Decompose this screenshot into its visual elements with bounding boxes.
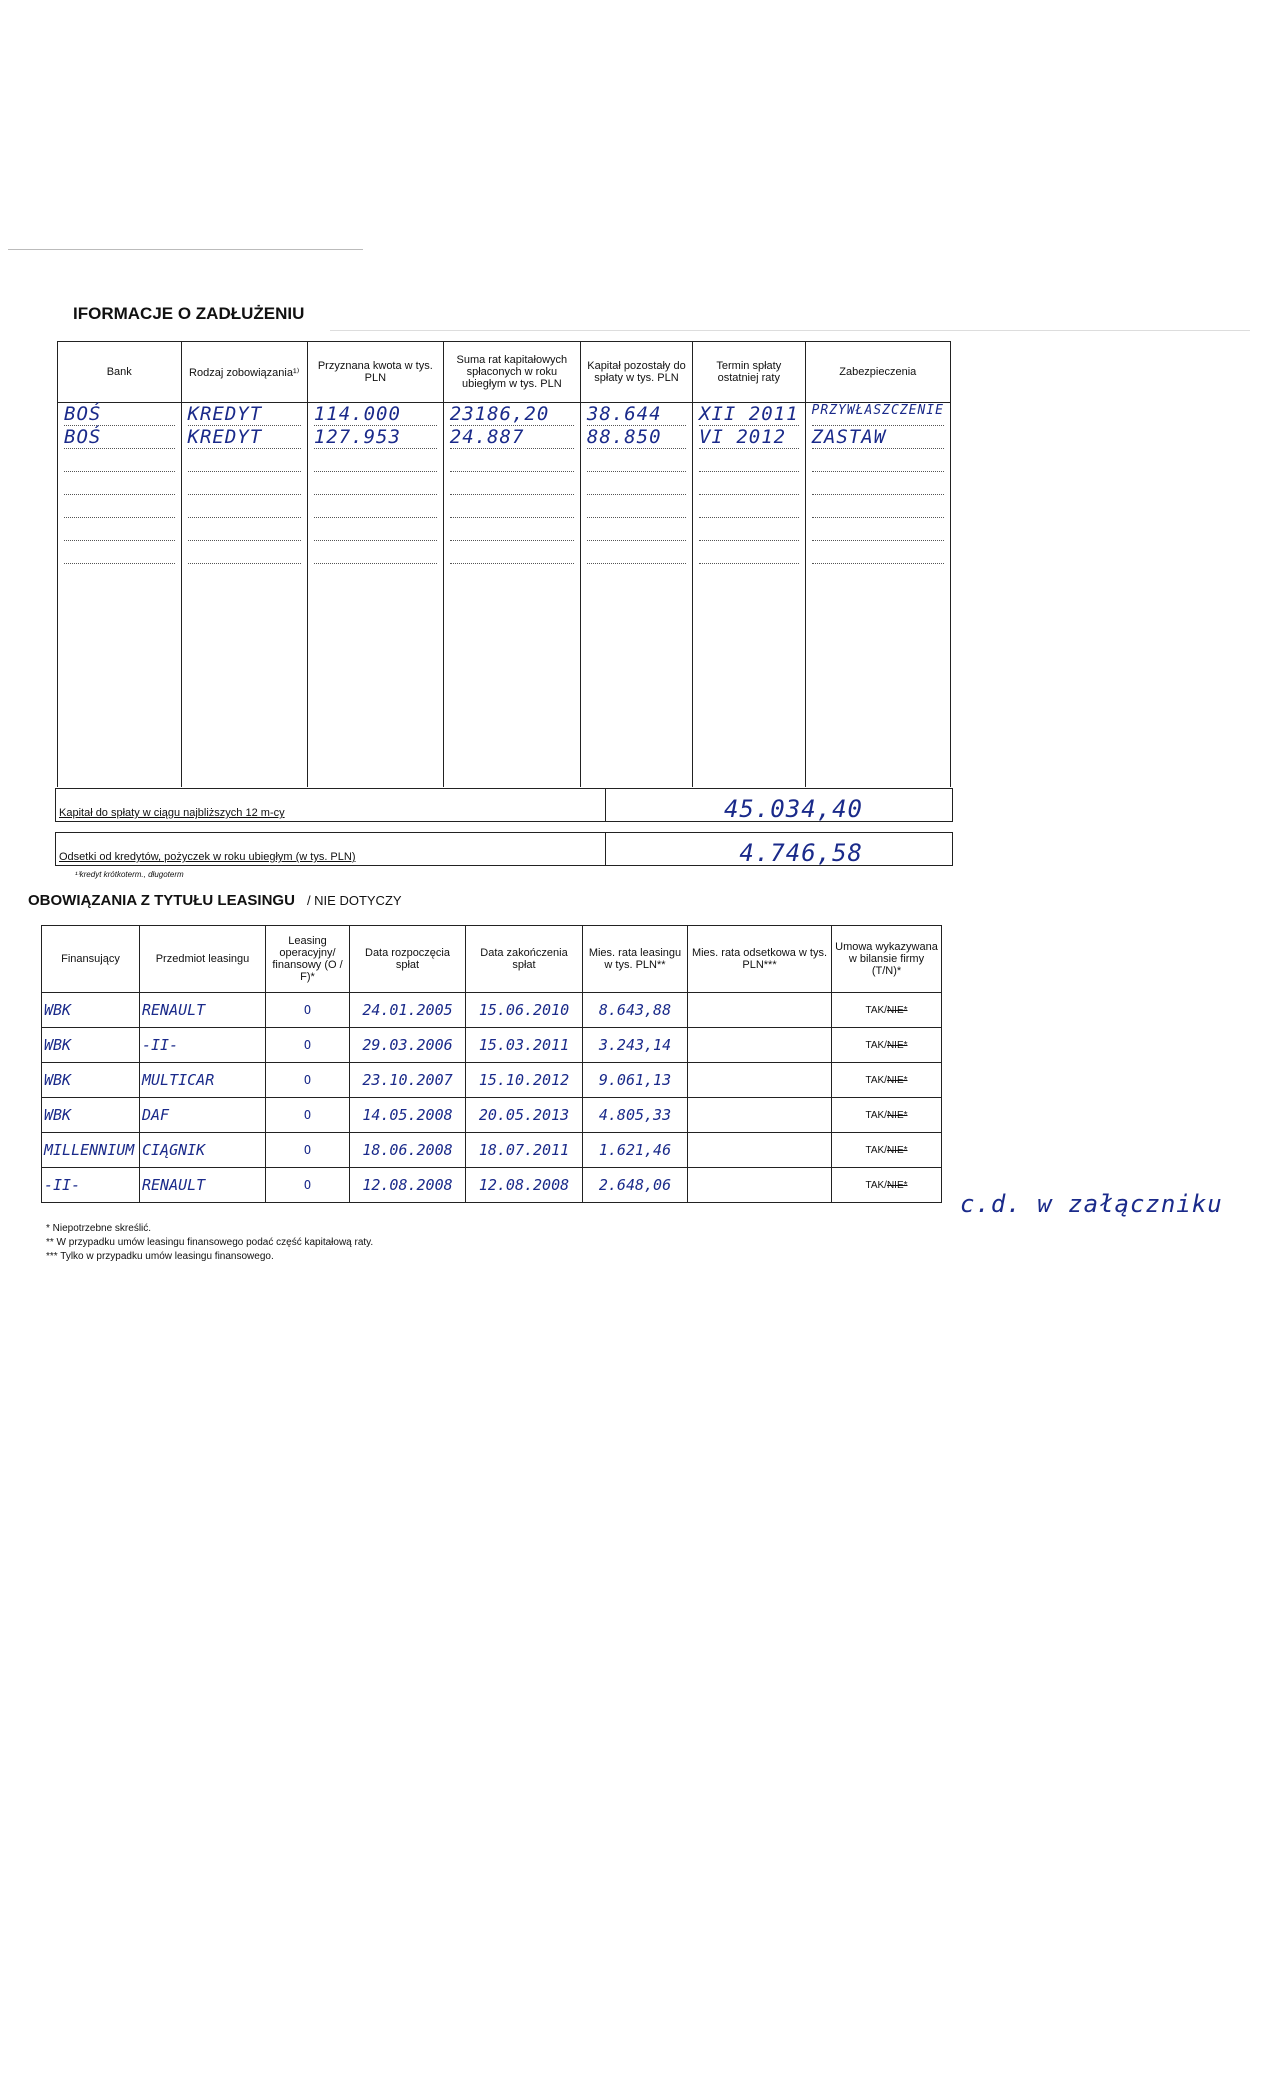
- column-header: Mies. rata leasingu w tys. PLN**: [582, 925, 688, 993]
- installment-cell: 1.621,46: [582, 1132, 688, 1168]
- column-header: Suma rat kapitałowych spłaconych w roku …: [442, 341, 581, 403]
- term-cell: XII 2011 VI 2012: [692, 402, 806, 787]
- interest-value: 4.746,58: [739, 839, 863, 867]
- column-header: Data rozpoczęcia spłat: [349, 925, 466, 993]
- end-date-cell: 18.07.2011: [465, 1132, 583, 1168]
- lessor-cell: MILLENNIUM: [41, 1132, 140, 1168]
- table-row: WBK DAF O 14.05.2008 20.05.2013 4.805,33 TAK/N…: [41, 1097, 942, 1133]
- not-applicable-label: / NIE DOTYCZY: [306, 893, 402, 908]
- lessor-cell: -II-: [41, 1167, 140, 1203]
- amount-cell: 114.000 127.953: [306, 402, 444, 787]
- subject-cell: -II-: [139, 1027, 266, 1063]
- start-date-cell: 12.08.2008: [349, 1167, 466, 1203]
- start-date-cell: 29.03.2006: [349, 1027, 466, 1063]
- capital-12m-row: Kapitał do spłaty w ciągu najbliższych 1…: [55, 788, 953, 823]
- column-header: Umowa wykazywana w bilansie firmy (T/N)*: [831, 925, 942, 993]
- footnote: *** Tylko w przypadku umów leasingu fina…: [46, 1251, 274, 1262]
- leasing-table: Finansujący Przedmiot leasingu Leasing o…: [41, 925, 942, 1203]
- subject-cell: CIĄGNIK: [139, 1132, 266, 1168]
- capital-12m-value: 45.034,40: [723, 795, 863, 823]
- footnotes: * Niepotrzebne skreślić. ** W przypadku …: [46, 1222, 373, 1264]
- bank-cell: BOŚ BOŚ: [57, 402, 182, 787]
- interest-cell: [687, 1167, 832, 1203]
- lessor-cell: WBK: [41, 1062, 140, 1098]
- column-header: Mies. rata odsetkowa w tys. PLN***: [687, 925, 832, 993]
- type-cell: KREDYT KREDYT: [180, 402, 308, 787]
- type-cell: O: [265, 1167, 350, 1203]
- column-header: Kapitał pozostały do spłaty w tys. PLN: [579, 341, 694, 403]
- start-date-cell: 23.10.2007: [349, 1062, 466, 1098]
- installment-cell: 8.643,88: [582, 992, 688, 1028]
- interest-cell: [687, 1097, 832, 1133]
- type-cell: O: [265, 1027, 350, 1063]
- balance-sheet-cell: TAK/NIE*: [831, 1132, 942, 1168]
- lessor-cell: WBK: [41, 1027, 140, 1063]
- interest-cell: [687, 992, 832, 1028]
- interest-cell: [687, 1027, 832, 1063]
- column-header: Zabezpieczenia: [804, 341, 952, 403]
- installment-cell: 2.648,06: [582, 1167, 688, 1203]
- balance-sheet-cell: TAK/NIE*: [831, 1097, 942, 1133]
- balance-sheet-cell: TAK/NIE*: [831, 1167, 942, 1203]
- lessor-cell: WBK: [41, 1097, 140, 1133]
- end-date-cell: 15.06.2010: [465, 992, 583, 1028]
- lessor-cell: WBK: [41, 992, 140, 1028]
- type-cell: O: [265, 1132, 350, 1168]
- balance-sheet-cell: TAK/NIE*: [831, 1062, 942, 1098]
- table-row: BOŚ BOŚ KREDYT KREDYT 114.000 127.953 23186…: [57, 402, 952, 787]
- column-header: Bank: [57, 341, 182, 403]
- table-header-row: Bank Rodzaj zobowiązania¹⁾ Przyznana kwo…: [57, 341, 952, 403]
- subject-cell: RENAULT: [139, 1167, 266, 1203]
- table-row: WBK MULTICAR O 23.10.2007 15.10.2012 9.061,13…: [41, 1062, 942, 1098]
- type-cell: O: [265, 1062, 350, 1098]
- interest-cell: [687, 1062, 832, 1098]
- handwritten-note: c.d. w załączniku: [960, 1190, 1223, 1218]
- table-row: MILLENNIUM CIĄGNIK O 18.06.2008 18.07.2011 1.…: [41, 1132, 942, 1168]
- table-row: -II- RENAULT O 12.08.2008 12.08.2008 2.648,06…: [41, 1167, 942, 1203]
- column-header: Data zakończenia spłat: [465, 925, 583, 993]
- type-cell: O: [265, 992, 350, 1028]
- footnote: ** W przypadku umów leasingu finansowego…: [46, 1237, 374, 1248]
- repaid-cell: 23186,20 24.887: [442, 402, 581, 787]
- footnote: ¹⁾kredyt krótkoterm., długoterm: [75, 870, 184, 879]
- end-date-cell: 15.10.2012: [465, 1062, 583, 1098]
- balance-sheet-cell: TAK/NIE*: [831, 992, 942, 1028]
- column-header: Przyznana kwota w tys. PLN: [306, 341, 444, 403]
- start-date-cell: 14.05.2008: [349, 1097, 466, 1133]
- section-leasing-title: OBOWIĄZANIA Z TYTUŁU LEASINGU / NIE DOTYC…: [28, 892, 402, 909]
- debt-table: Bank Rodzaj zobowiązania¹⁾ Przyznana kwo…: [57, 341, 952, 787]
- table-header-row: Finansujący Przedmiot leasingu Leasing o…: [41, 925, 942, 993]
- divider: [8, 249, 363, 250]
- installment-cell: 4.805,33: [582, 1097, 688, 1133]
- footnote: * Niepotrzebne skreślić.: [46, 1223, 152, 1234]
- start-date-cell: 24.01.2005: [349, 992, 466, 1028]
- installment-cell: 3.243,14: [582, 1027, 688, 1063]
- column-header: Finansujący: [41, 925, 140, 993]
- balance-sheet-cell: TAK/NIE*: [831, 1027, 942, 1063]
- subject-cell: DAF: [139, 1097, 266, 1133]
- remaining-cell: 38.644 88.850: [579, 402, 694, 787]
- table-row: WBK -II- O 29.03.2006 15.03.2011 3.243,14 TAK/…: [41, 1027, 942, 1063]
- end-date-cell: 15.03.2011: [465, 1027, 583, 1063]
- column-header: Przedmiot leasingu: [139, 925, 266, 993]
- column-header: Rodzaj zobowiązania¹⁾: [180, 341, 308, 403]
- interest-row: Odsetki od kredytów, pożyczek w roku ubi…: [55, 832, 953, 867]
- section-debt-title: IFORMACJE O ZADŁUŻENIU: [73, 304, 305, 323]
- security-cell: PRZYWŁASZCZENIE ZASTAW: [804, 402, 952, 787]
- installment-cell: 9.061,13: [582, 1062, 688, 1098]
- end-date-cell: 12.08.2008: [465, 1167, 583, 1203]
- column-header: Leasing operacyjny/ finansowy (O / F)*: [265, 925, 350, 993]
- column-header: Termin spłaty ostatniej raty: [692, 341, 806, 403]
- end-date-cell: 20.05.2013: [465, 1097, 583, 1133]
- table-row: WBK RENAULT O 24.01.2005 15.06.2010 8.643,88 T…: [41, 992, 942, 1028]
- divider: [330, 330, 1250, 331]
- start-date-cell: 18.06.2008: [349, 1132, 466, 1168]
- type-cell: O: [265, 1097, 350, 1133]
- subject-cell: MULTICAR: [139, 1062, 266, 1098]
- subject-cell: RENAULT: [139, 992, 266, 1028]
- interest-cell: [687, 1132, 832, 1168]
